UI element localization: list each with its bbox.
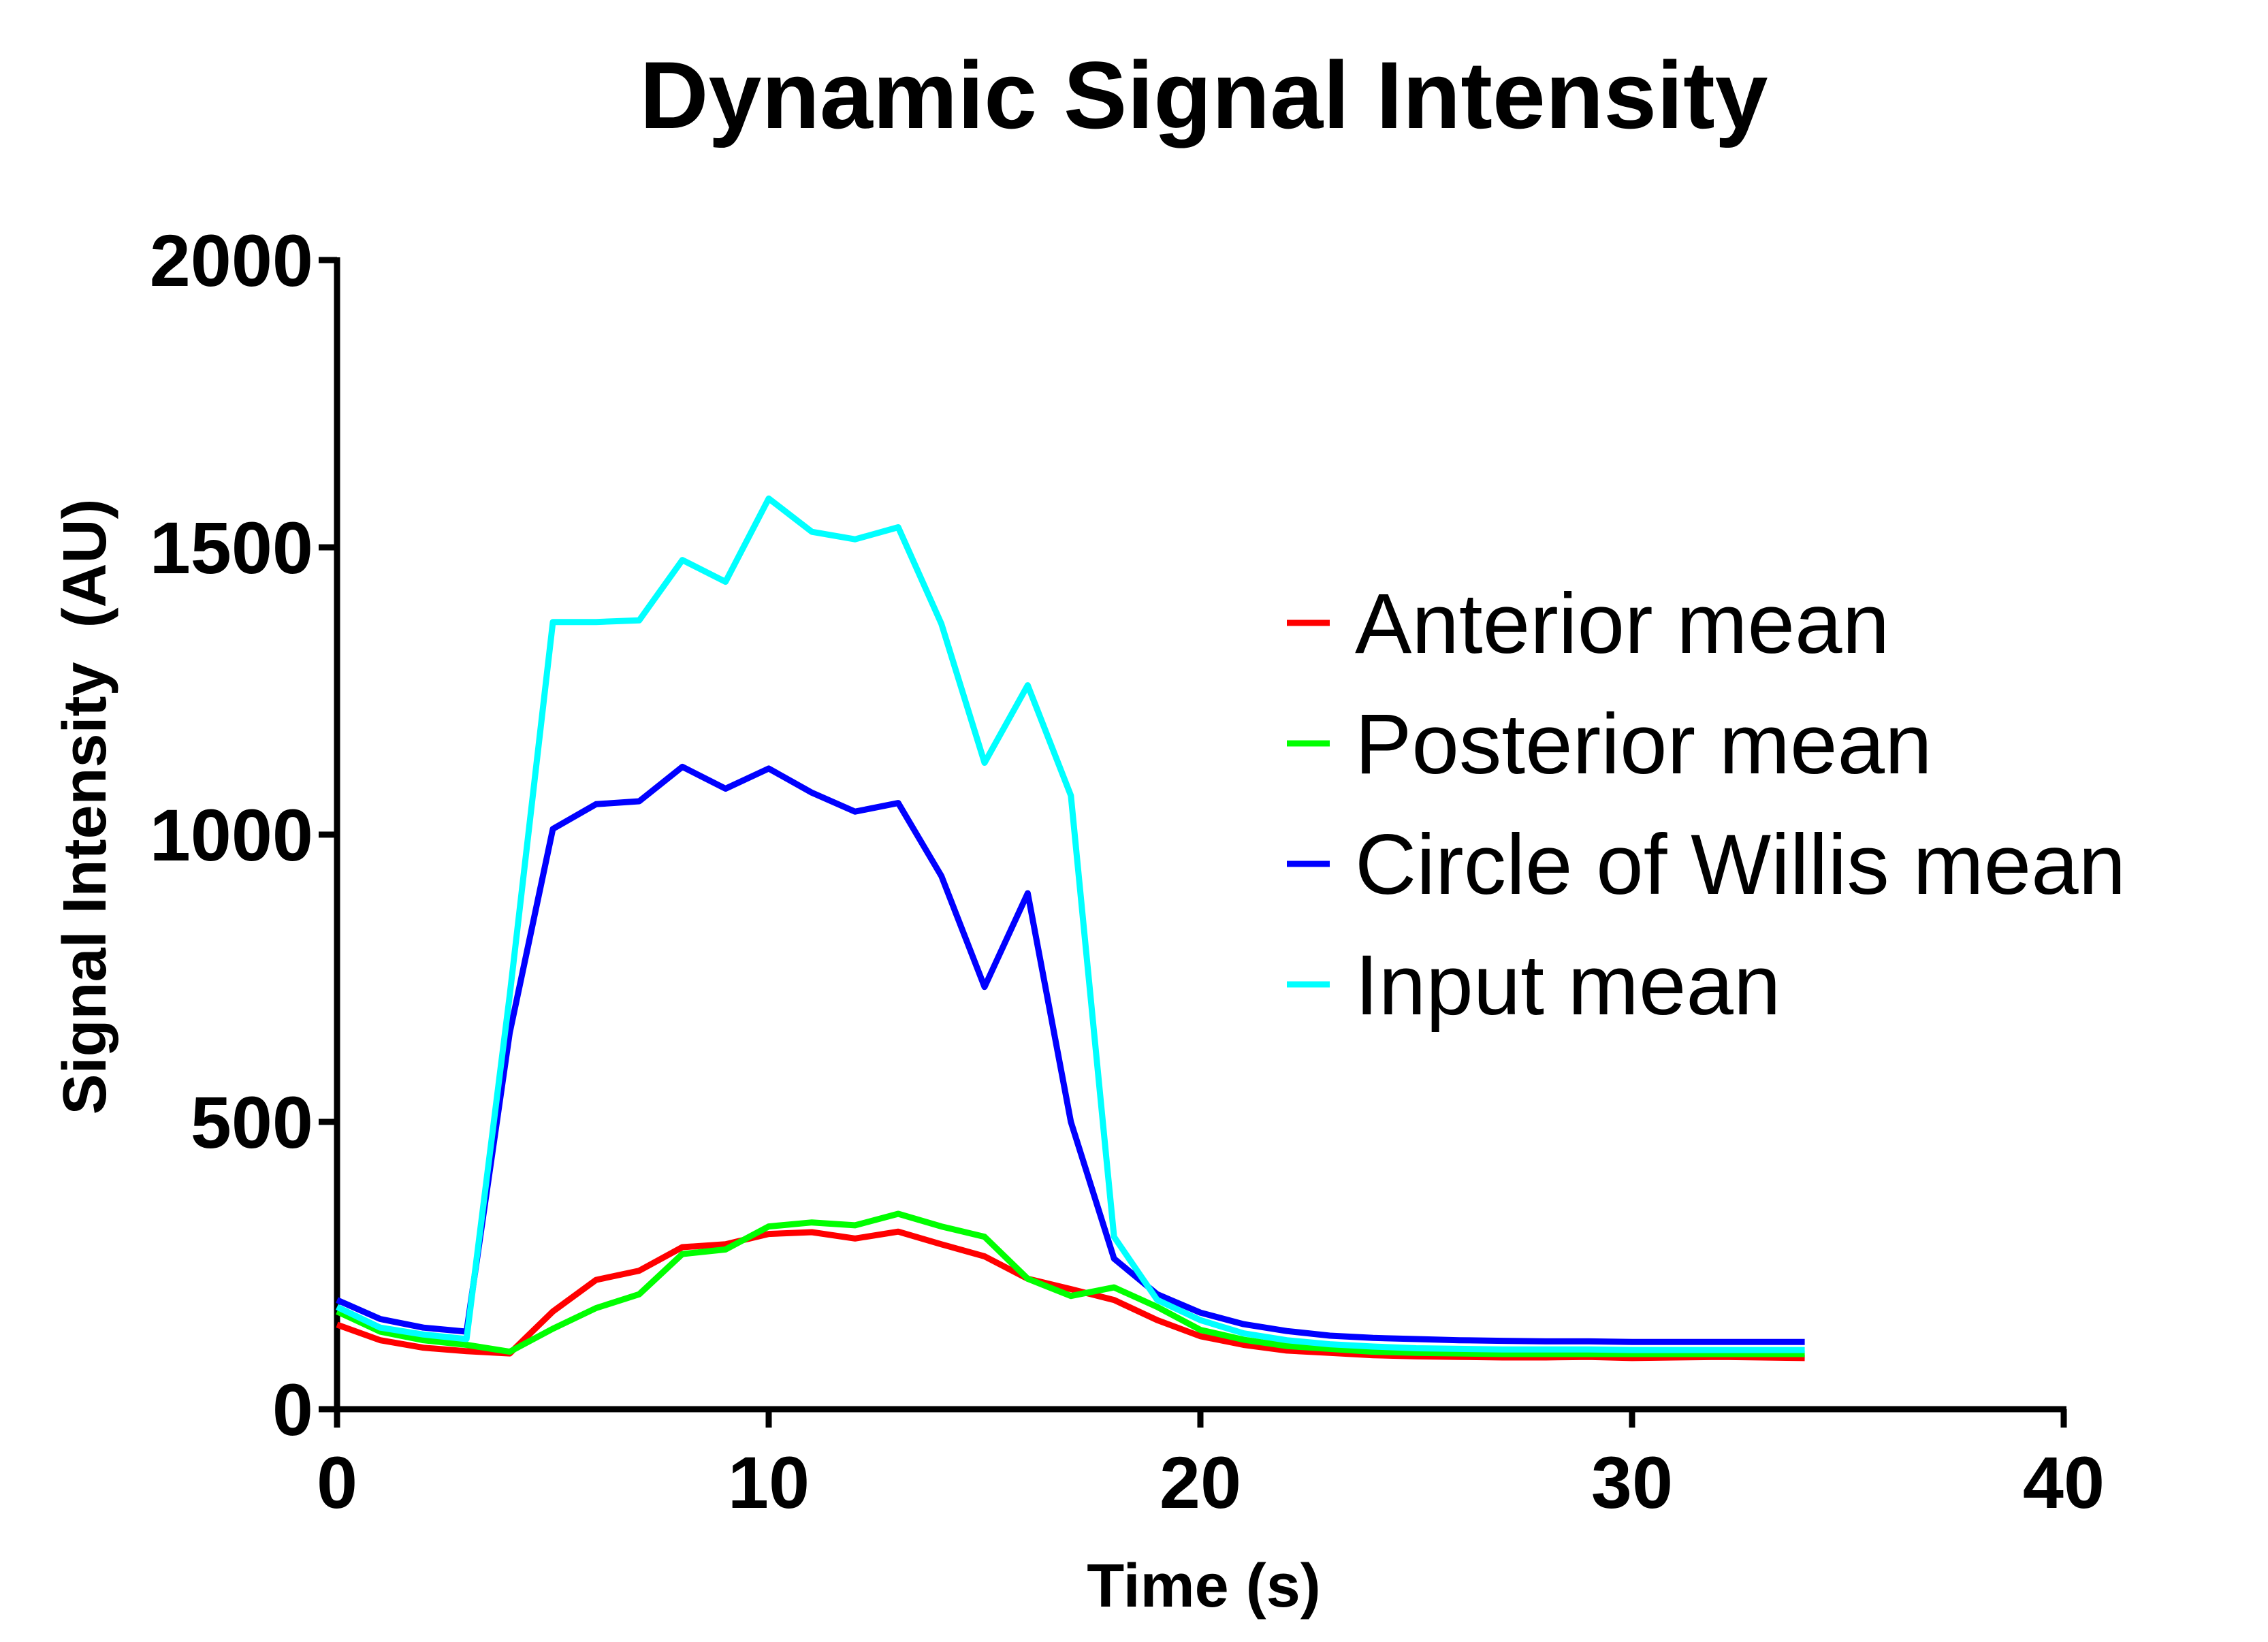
legend-label-anterior-mean: Anterior mean [1355,577,1889,671]
y-axis-label: Signal Intensity (AU) [51,498,119,1114]
legend: Anterior mean Posterior mean Circle of Wil… [1287,577,2126,1033]
x-axis-label: Time (s) [1087,1552,1320,1620]
series-line-input-mean [336,495,1805,1353]
y-tick-label: 1500 [150,506,313,589]
y-tick-label: 2000 [150,219,313,302]
y-axis-label-group: Signal Intensity (AU) [51,498,119,1114]
legend-label-circle-of-willis-mean: Circle of Willis mean [1355,818,2126,912]
legend-label-posterior-mean: Posterior mean [1355,697,1932,792]
series-line-circle-of-willis-mean [336,763,1805,1345]
y-tick-label: 1000 [150,794,313,876]
x-tick-label: 10 [728,1441,810,1524]
legend-label-input-mean: Input mean [1355,938,1780,1033]
series-lines [336,495,1805,1362]
x-tick-label: 20 [1160,1441,1241,1524]
x-tick-label: 40 [2023,1441,2105,1524]
y-tick-label: 500 [191,1081,313,1163]
chart-title: Dynamic Signal Intensity [639,42,1768,148]
series-line-posterior-mean [336,1210,1805,1357]
x-tick-label: 0 [317,1441,357,1524]
x-tick-label: 30 [1591,1441,1673,1524]
y-ticks: 0 500 1000 1500 2000 [150,219,337,1451]
series-line-anterior-mean [336,1228,1805,1362]
x-ticks: 0 10 20 30 40 [317,1409,2105,1524]
y-tick-label: 0 [272,1368,313,1451]
